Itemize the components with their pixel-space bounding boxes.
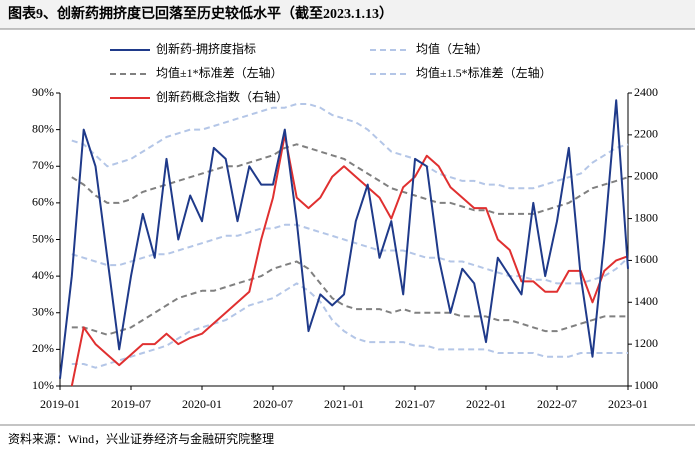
y-tick-label: 50% xyxy=(32,231,54,245)
source: 资料来源：Wind，兴业证券经济与金融研究院整理 xyxy=(8,431,274,446)
y2-tick-label: 1000 xyxy=(634,378,658,392)
y-tick-label: 90% xyxy=(32,85,54,99)
series-line xyxy=(71,103,629,190)
series-line xyxy=(71,143,629,215)
x-tick-label: 2020-01 xyxy=(182,397,222,411)
y-tick-label: 70% xyxy=(32,158,54,172)
y-tick-label: 20% xyxy=(32,341,54,355)
legend-label: 创新药概念指数（右轴） xyxy=(156,89,288,104)
series-line xyxy=(71,282,628,369)
legend-label: 均值±1.5*标准差（左轴） xyxy=(416,65,552,80)
y2-tick-label: 2400 xyxy=(634,85,658,99)
y-tick-label: 40% xyxy=(32,268,54,282)
x-tick-label: 2023-01 xyxy=(608,397,648,411)
y2-tick-label: 1600 xyxy=(634,252,658,266)
legend-label: 均值±1*标准差（左轴） xyxy=(156,65,283,80)
y2-tick-label: 2000 xyxy=(634,168,658,182)
y2-tick-label: 1400 xyxy=(634,294,658,308)
y-tick-label: 10% xyxy=(32,378,54,392)
y-tick-label: 60% xyxy=(32,195,54,209)
x-tick-label: 2022-01 xyxy=(466,397,506,411)
series-line xyxy=(59,99,629,379)
series-line xyxy=(70,133,629,387)
x-tick-label: 2021-01 xyxy=(324,397,364,411)
chart-title: 图表9、创新药拥挤度已回落至历史较低水平（截至2023.1.13） xyxy=(8,5,393,22)
x-tick-label: 2019-01 xyxy=(40,397,80,411)
x-tick-label: 2020-07 xyxy=(253,397,293,411)
y2-tick-label: 1200 xyxy=(634,336,658,350)
x-tick-label: 2019-07 xyxy=(111,397,151,411)
y-tick-label: 80% xyxy=(32,121,54,135)
x-tick-label: 2022-07 xyxy=(537,397,577,411)
legend-label: 均值（左轴） xyxy=(416,41,488,56)
legend-label: 创新药-拥挤度指标 xyxy=(156,41,256,56)
title-band xyxy=(0,0,695,29)
y-tick-label: 30% xyxy=(32,305,54,319)
series-line xyxy=(71,260,628,336)
x-tick-label: 2021-07 xyxy=(395,397,435,411)
y2-tick-label: 2200 xyxy=(634,127,658,141)
y2-tick-label: 1800 xyxy=(634,210,658,224)
